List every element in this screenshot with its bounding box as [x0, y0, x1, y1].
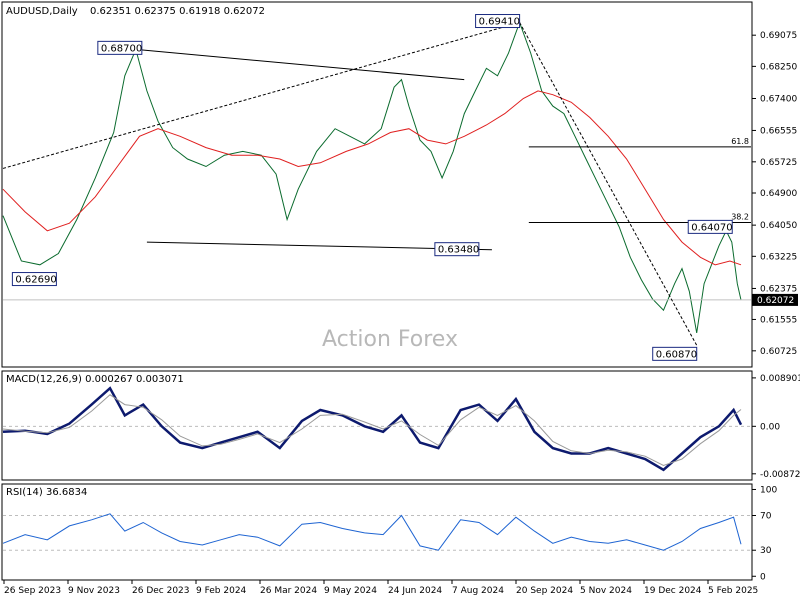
x-tick-label: 5 Nov 2024 [580, 586, 632, 596]
x-tick-label: 26 Mar 2024 [260, 586, 317, 596]
x-tick-label: 9 Nov 2023 [68, 586, 120, 596]
y-tick-label: 0.60725 [760, 347, 797, 357]
x-tick-label: 9 Feb 2024 [196, 586, 247, 596]
series-line-0 [2, 21, 742, 333]
last-price-marker [752, 293, 798, 306]
series-line-1 [2, 394, 742, 467]
y-tick-label: 0.61555 [760, 315, 797, 325]
trendline [2, 22, 520, 169]
trendline [135, 48, 465, 81]
x-tick-label: 26 Dec 2023 [132, 586, 190, 596]
price-ohlc: 0.62351 0.62375 0.61918 0.62072 [90, 6, 265, 17]
x-tick-label: 19 Dec 2024 [644, 586, 702, 596]
x-tick-label: 7 Aug 2024 [452, 586, 504, 596]
series-line-1 [2, 90, 742, 266]
y-tick-label: 0.63225 [760, 252, 797, 262]
x-tick-label: 9 May 2024 [324, 586, 377, 596]
trendline [519, 22, 698, 346]
y-tick-label: 0.00 [760, 422, 780, 432]
y-tick-label: 0.68250 [760, 62, 797, 72]
price-title: AUDUSD,Daily [6, 6, 78, 17]
y-tick-label: 0.62375 [760, 284, 797, 294]
x-tick-label: 24 Jun 2024 [388, 586, 442, 596]
series-line-0 [2, 513, 742, 551]
y-tick-label: 0.67400 [760, 95, 797, 105]
rsi-title: RSI(14) 36.6834 [6, 487, 87, 498]
y-tick-label: 0.65725 [760, 158, 797, 168]
rsi-panel: RSI(14) 36.6834 100 70 30 0 [1, 483, 777, 582]
price-panel: AUDUSD,Daily 0.62351 0.62375 0.61918 0.6… [1, 1, 798, 368]
y-tick-label: -0.008729 [760, 470, 800, 480]
price-annotation: 0.69410 [479, 17, 520, 28]
time-axis: 26 Sep 2023 9 Nov 2023 26 Dec 2023 9 Feb 20… [3, 580, 758, 596]
y-tick-label: 0.64050 [760, 221, 797, 231]
y-tick-label: 0.66555 [760, 126, 797, 136]
price-annotation: 0.68700 [101, 43, 142, 54]
price-annotation: 0.62690 [15, 275, 56, 286]
macd-title: MACD(12,26,9) 0.000267 0.003071 [6, 374, 184, 385]
price-annotation: 0.64070 [691, 222, 732, 233]
fib-level-label: 38.2 [731, 212, 749, 221]
last-price-label: 0.62072 [757, 296, 794, 306]
watermark: Action Forex [322, 327, 458, 352]
series-line-0 [2, 386, 743, 472]
y-tick-label: 0.69075 [760, 31, 797, 41]
fib-level-label: 61.8 [731, 137, 749, 146]
macd-panel: MACD(12,26,9) 0.000267 0.003071 0.008901… [1, 370, 800, 481]
y-tick-label: 0 [760, 572, 766, 582]
x-tick-label: 26 Sep 2023 [4, 586, 61, 596]
y-tick-label: 100 [760, 485, 777, 495]
y-tick-label: 70 [760, 512, 772, 522]
price-annotation: 0.63480 [438, 245, 479, 256]
y-tick-label: 30 [760, 546, 772, 556]
y-tick-label: 0.64900 [760, 189, 797, 199]
x-tick-label: 20 Sep 2024 [516, 586, 573, 596]
price-annotation: 0.60870 [656, 349, 697, 360]
x-tick-label: 5 Feb 2025 [708, 586, 758, 596]
y-tick-label: 0.008901 [760, 374, 800, 384]
